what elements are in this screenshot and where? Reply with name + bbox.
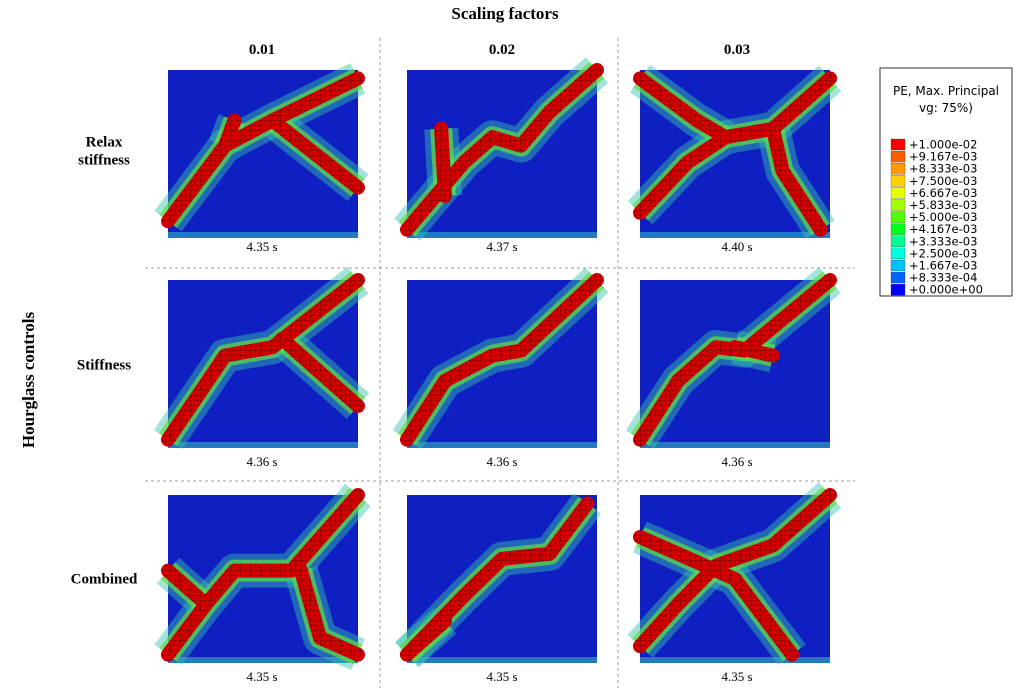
column-header: 0.01 [249, 42, 275, 58]
simulation-panel [640, 280, 830, 448]
legend-swatch [891, 284, 905, 295]
simulation-panel [640, 495, 830, 663]
bottom-band [640, 232, 830, 238]
simulation-panel [407, 280, 597, 448]
legend-swatch [891, 224, 905, 235]
row-label: Combined [71, 571, 138, 587]
bottom-band [407, 442, 597, 448]
simulation-panel [407, 495, 597, 663]
legend-swatch [891, 260, 905, 271]
simulation-panel [640, 70, 830, 238]
column-header: 0.02 [489, 42, 515, 58]
strain-band [735, 347, 773, 355]
bottom-band [407, 232, 597, 238]
legend-swatch [891, 163, 905, 174]
legend-swatch [891, 175, 905, 186]
row-label: Stiffness [77, 357, 131, 373]
legend-swatch [891, 187, 905, 198]
bottom-band [640, 657, 830, 663]
row-label: Relax [86, 134, 123, 150]
figure-title: Scaling factors [451, 4, 559, 23]
legend-label: +0.000e+00 [909, 283, 983, 297]
time-label: 4.40 s [721, 239, 752, 254]
legend-swatch [891, 236, 905, 247]
bottom-band [640, 442, 830, 448]
time-label: 4.35 s [246, 239, 277, 254]
simulation-panel [168, 280, 358, 448]
row-axis-label: Hourglass controls [19, 312, 38, 449]
time-label: 4.36 s [486, 454, 517, 469]
bottom-band [168, 442, 358, 448]
legend-title: PE, Max. Principal [893, 84, 999, 98]
row-label: stiffness [78, 152, 130, 168]
bottom-band [168, 232, 358, 238]
time-label: 4.36 s [721, 454, 752, 469]
legend-swatch [891, 248, 905, 259]
legend-swatch [891, 139, 905, 150]
strain-band [441, 129, 445, 196]
legend-swatch [891, 212, 905, 223]
legend-swatch [891, 151, 905, 162]
simulation-panel [168, 495, 358, 663]
simulation-panel [407, 70, 597, 238]
legend-swatch [891, 200, 905, 211]
column-header: 0.03 [724, 42, 750, 58]
time-label: 4.37 s [486, 239, 517, 254]
time-label: 4.35 s [246, 669, 277, 684]
time-label: 4.36 s [246, 454, 277, 469]
bottom-band [407, 657, 597, 663]
legend-swatch [891, 272, 905, 283]
strain-band [225, 120, 235, 145]
time-label: 4.35 s [721, 669, 752, 684]
simulation-panel [168, 70, 358, 238]
figure: Scaling factors Hourglass controls 0.01 0… [0, 0, 1017, 688]
legend-title: vg: 75%) [919, 101, 973, 115]
time-label: 4.35 s [486, 669, 517, 684]
